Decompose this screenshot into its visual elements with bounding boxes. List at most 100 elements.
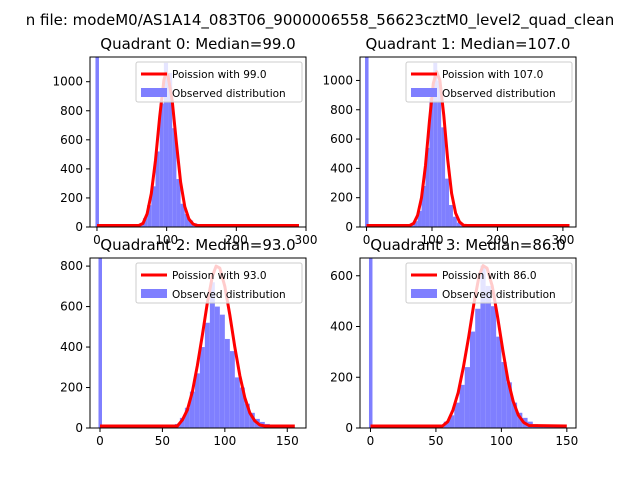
histogram-bar xyxy=(168,72,173,227)
legend-observed-swatch xyxy=(141,289,167,298)
x-tick-label: 0 xyxy=(363,233,371,247)
histogram-bar xyxy=(142,218,148,227)
y-tick-label: 800 xyxy=(330,103,353,117)
histogram-bar xyxy=(180,203,185,227)
legend: Poission with 93.0 Observed distribution xyxy=(135,262,303,304)
histogram-bar xyxy=(454,402,460,428)
histogram-bar xyxy=(224,338,230,428)
x-tick-label: 100 xyxy=(155,233,178,247)
outlier-bar xyxy=(95,57,99,227)
histogram-bar xyxy=(184,213,189,227)
legend-box xyxy=(135,262,303,304)
x-tick-label: 100 xyxy=(213,434,236,448)
x-tick-label: 0 xyxy=(96,434,104,448)
histogram-bar xyxy=(163,62,169,227)
x-tick-label: 300 xyxy=(295,233,318,247)
legend: Poission with 99.0 Observed distribution xyxy=(135,61,303,103)
legend-observed-swatch xyxy=(411,289,437,298)
outlier-bar xyxy=(365,57,369,227)
histogram-bar xyxy=(184,407,190,428)
histogram-bar xyxy=(214,306,220,428)
legend-box xyxy=(405,262,573,304)
histogram-bar xyxy=(501,362,507,428)
legend-observed-swatch xyxy=(141,88,167,97)
outlier-bar xyxy=(368,258,373,428)
axes-frame xyxy=(89,56,307,228)
histogram-bar xyxy=(244,403,250,428)
histogram-bar xyxy=(421,185,426,227)
y-tick-label: 0 xyxy=(75,220,83,234)
legend-fit-label: Poission with 99.0 xyxy=(172,69,267,81)
y-tick-label: 600 xyxy=(60,133,83,147)
histogram-bar xyxy=(475,308,481,428)
figure-title: n file: modeM0/AS1A14_083T06_9000006558_… xyxy=(26,11,615,30)
quadrant-panel-1: Quadrant 1: Median=107.0 0 100 200 300 0 200 40… xyxy=(322,35,577,247)
histogram-bar xyxy=(147,205,152,227)
histogram-bar xyxy=(480,265,486,428)
x-tick-label: 0 xyxy=(93,233,101,247)
x-tick-label: 50 xyxy=(155,434,170,448)
y-tick-label: 400 xyxy=(60,340,83,354)
histogram-bar xyxy=(151,186,156,227)
histogram-bar xyxy=(449,205,453,227)
panel-title: Quadrant 1: Median=107.0 xyxy=(366,35,571,53)
y-tick-label: 400 xyxy=(330,161,353,175)
y-tick-label: 1000 xyxy=(322,73,353,87)
y-tick-label: 0 xyxy=(75,421,83,435)
histogram-bar xyxy=(413,221,418,227)
x-tick-label: 200 xyxy=(486,233,509,247)
histogram-bar xyxy=(234,377,240,428)
legend-box xyxy=(405,61,573,103)
y-tick-label: 400 xyxy=(330,320,353,334)
legend-observed-label: Observed distribution xyxy=(172,88,286,100)
histogram-bar xyxy=(176,179,181,227)
y-tick-label: 600 xyxy=(330,132,353,146)
y-tick-label: 600 xyxy=(60,300,83,314)
histogram-bar xyxy=(433,62,438,227)
histogram-bar xyxy=(553,426,559,428)
histogram-bar xyxy=(425,147,430,227)
histogram-bar xyxy=(506,382,512,428)
histogram-bar xyxy=(558,426,565,428)
histogram-bar xyxy=(199,347,205,428)
quadrant-panel-3: Quadrant 3: Median=86.00 50 100 15002004006… xyxy=(330,236,578,448)
histogram-bar xyxy=(179,417,185,428)
y-tick-label: 200 xyxy=(330,370,353,384)
histogram-bar xyxy=(239,387,245,428)
legend: Poission with 107.0 Observed distribution xyxy=(405,61,573,103)
y-tick-label: 200 xyxy=(60,381,83,395)
histogram-bar xyxy=(229,351,235,428)
histogram-bar xyxy=(456,222,461,227)
histogram-bar xyxy=(437,80,442,227)
x-tick-label: 200 xyxy=(225,233,248,247)
histogram-bar xyxy=(464,367,470,428)
histogram-bar xyxy=(194,373,200,428)
x-tick-label: 150 xyxy=(555,434,578,448)
plot-area xyxy=(98,258,295,428)
panel-title: Quadrant 2: Median=93.0 xyxy=(100,236,295,254)
legend-fit-label: Poission with 86.0 xyxy=(442,270,537,282)
histogram-bar xyxy=(496,336,502,428)
legend-box xyxy=(135,61,303,103)
y-tick-label: 0 xyxy=(345,421,353,435)
histogram-bar xyxy=(517,412,523,428)
histogram-bar xyxy=(443,421,450,428)
histogram-bar xyxy=(459,384,465,428)
legend-observed-label: Observed distribution xyxy=(442,289,556,301)
histogram-bar xyxy=(155,151,160,227)
histogram-bar xyxy=(219,314,225,428)
legend-fit-label: Poission with 107.0 xyxy=(442,69,543,81)
histogram-bar xyxy=(469,331,476,428)
y-tick-label: 0 xyxy=(345,220,353,234)
outlier-bar xyxy=(98,258,102,428)
y-tick-label: 400 xyxy=(60,162,83,176)
legend-observed-label: Observed distribution xyxy=(172,289,286,301)
x-tick-label: 100 xyxy=(490,434,513,448)
x-tick-label: 100 xyxy=(421,233,444,247)
x-tick-label: 300 xyxy=(551,233,574,247)
histogram-bar xyxy=(485,285,491,428)
legend-fit-label: Poission with 93.0 xyxy=(172,270,267,282)
histogram-bar xyxy=(417,210,422,227)
quadrant-panel-2: Quadrant 2: Median=93.00 50 100 15002004006… xyxy=(60,236,307,448)
